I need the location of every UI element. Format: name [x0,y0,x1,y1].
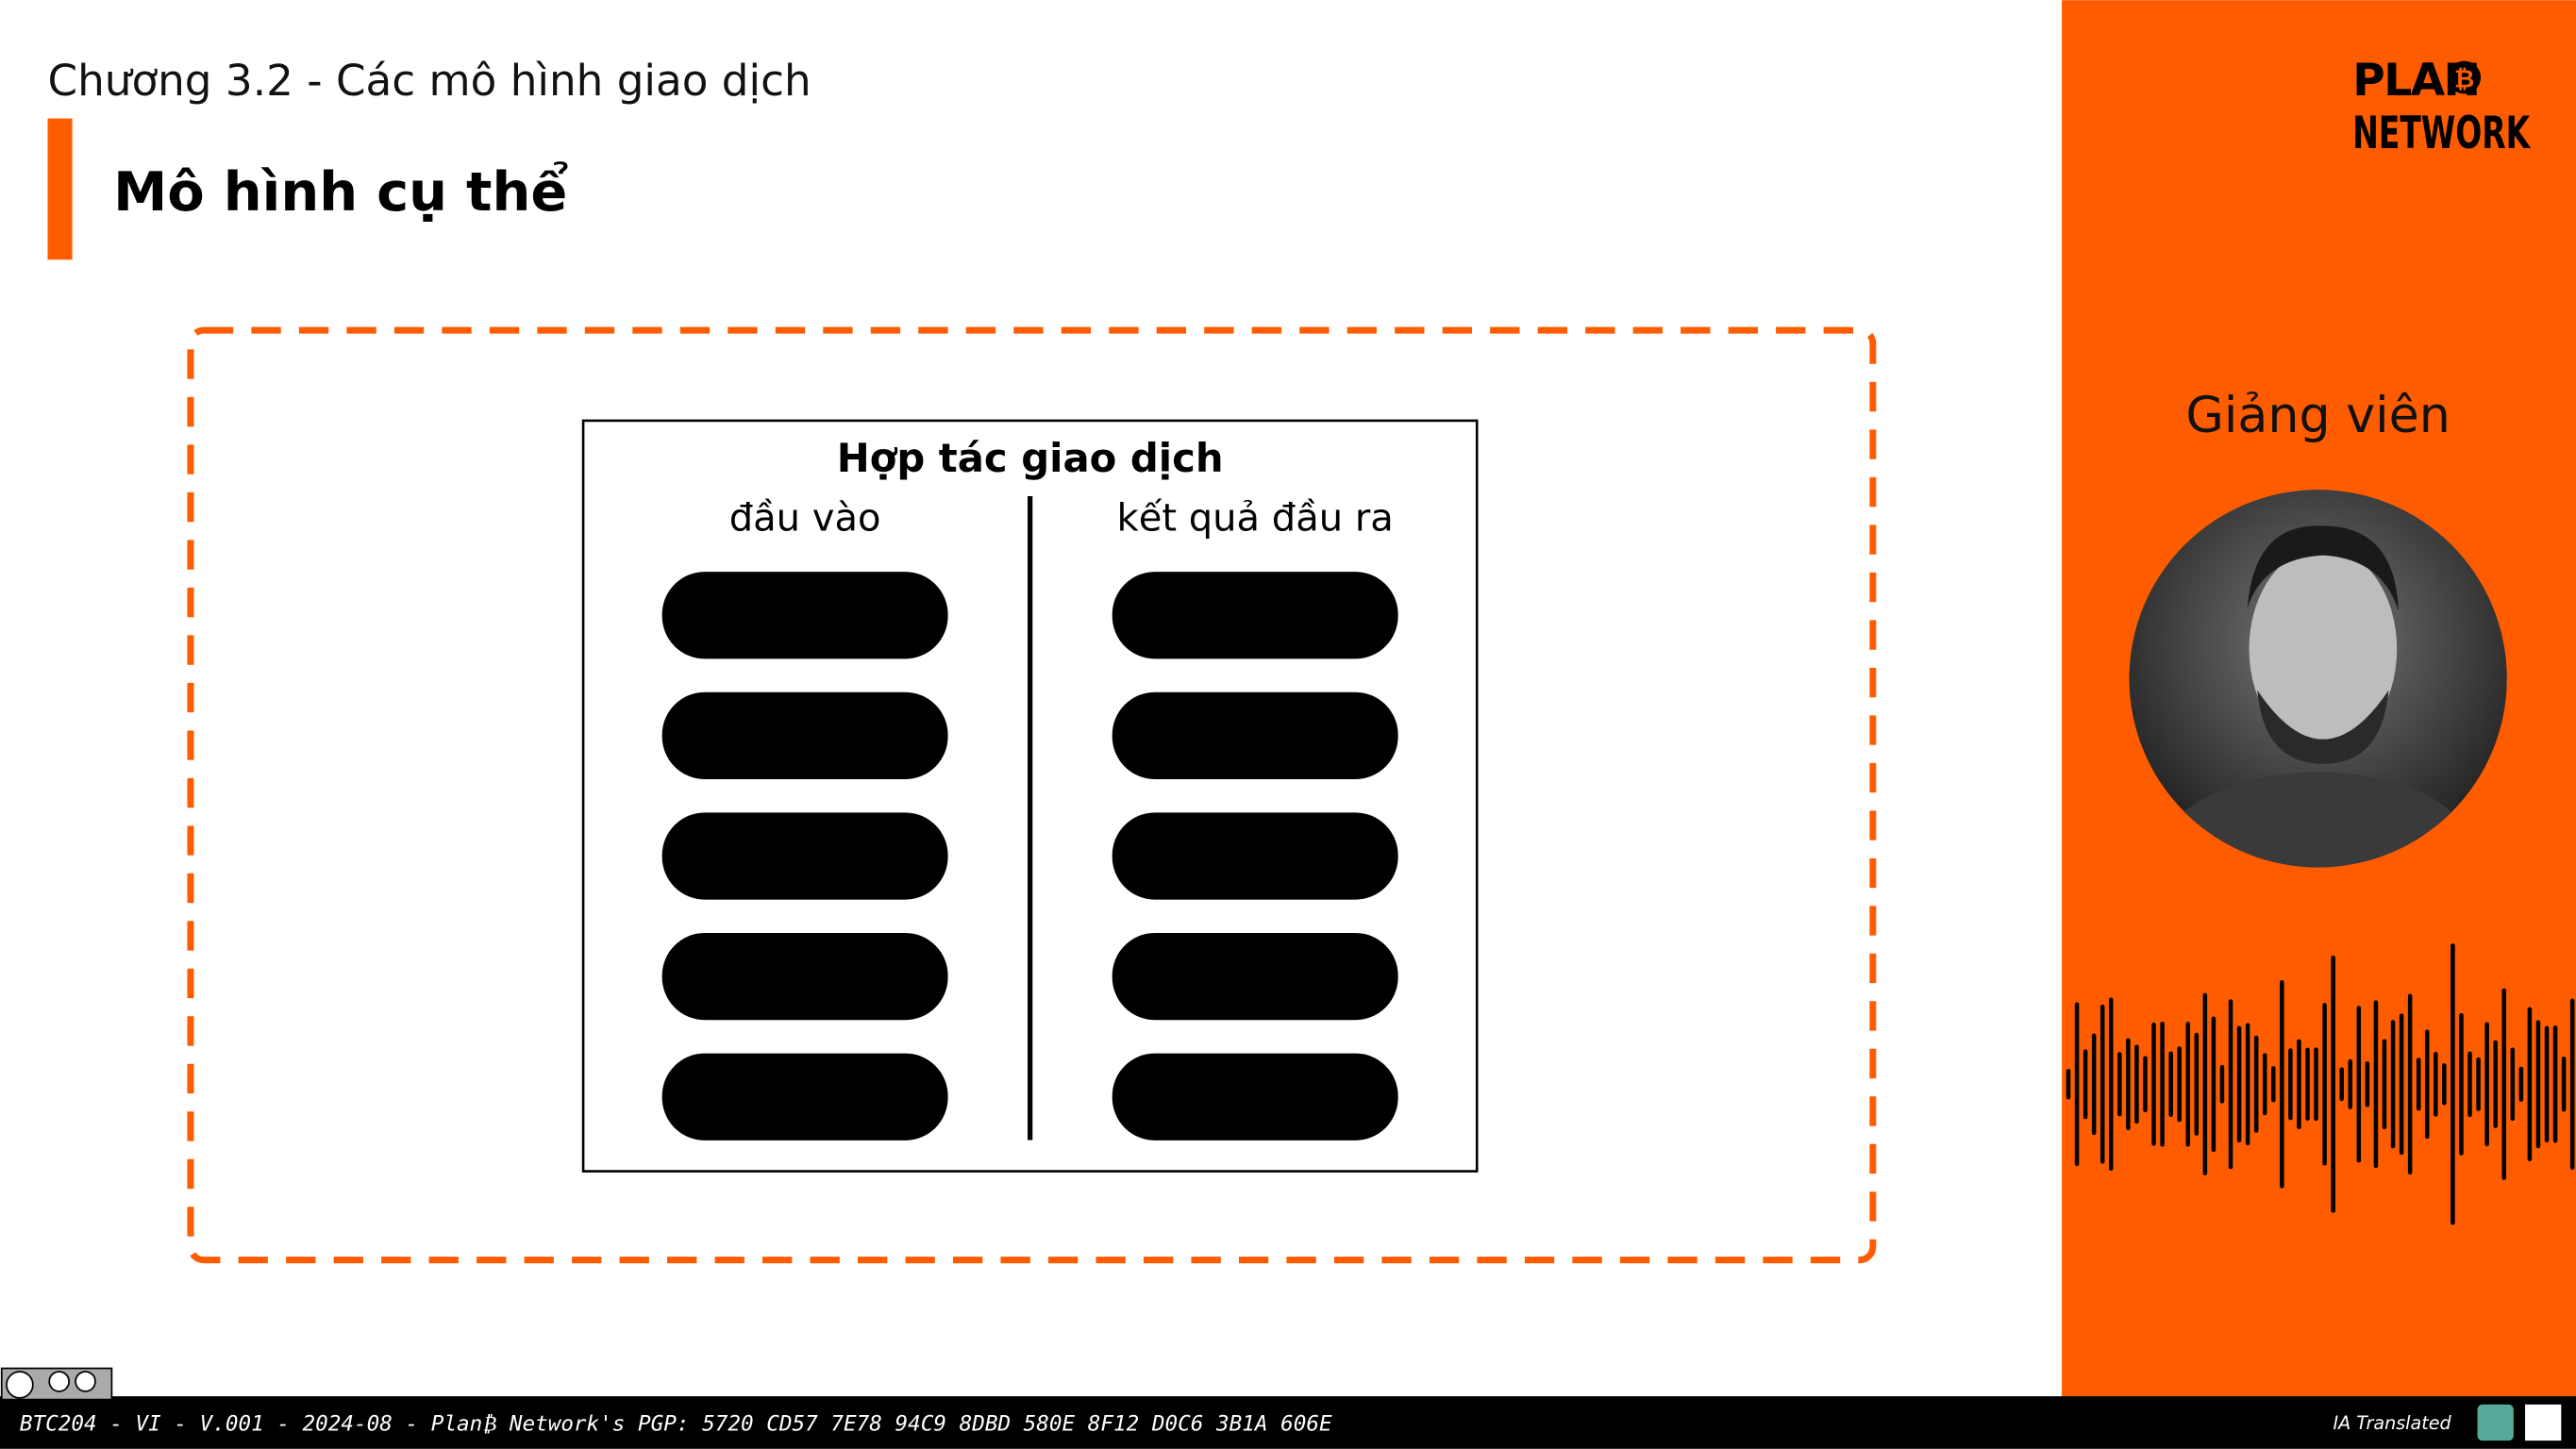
photo-beard [2257,690,2389,764]
footer-bar [0,1396,2576,1449]
pill [1112,572,1398,659]
photo-shoulders [2162,772,2475,868]
inputs-label: đầu vào [729,497,881,541]
dashed-frame [187,326,1877,1264]
logo-badge: ₿ [2454,65,2474,93]
speaker-label: Giảng viên [2185,388,2450,444]
cc-icon [6,1371,34,1399]
chapter-title: Chương 3.2 - Các mô hình giao dịch [47,56,811,106]
outputs-label: kết quả đầu ra [1117,497,1394,541]
diagram-title: Hợp tác giao dịch [837,435,1224,481]
waveform [2066,943,2575,1225]
translated-label: IA Translated [2333,1412,2451,1434]
pills [661,572,1398,1141]
speaker-photo [2129,490,2507,868]
footer-text: BTC204 - VI - V.001 - 2024-08 - Plan₿ Ne… [20,1412,1332,1437]
pill [661,572,948,659]
photo-face [2249,546,2398,751]
pill [1112,1053,1398,1141]
pill [1112,932,1398,1021]
pill [1112,812,1398,900]
photo-hair [2247,525,2399,611]
pill [661,691,948,779]
pill [661,932,948,1021]
by-icon [48,1371,70,1392]
pill [661,812,948,900]
title-accent [47,118,73,260]
logo-badge-bg [2448,60,2482,94]
eleven-logo [2525,1404,2562,1441]
sa-icon [75,1371,96,1392]
pill [1112,691,1398,779]
ai-logo [2477,1404,2514,1441]
pill [661,1053,948,1141]
slide-title: Mô hình cụ thể [113,160,568,224]
logo-bottom: NETWORK [2352,108,2531,159]
